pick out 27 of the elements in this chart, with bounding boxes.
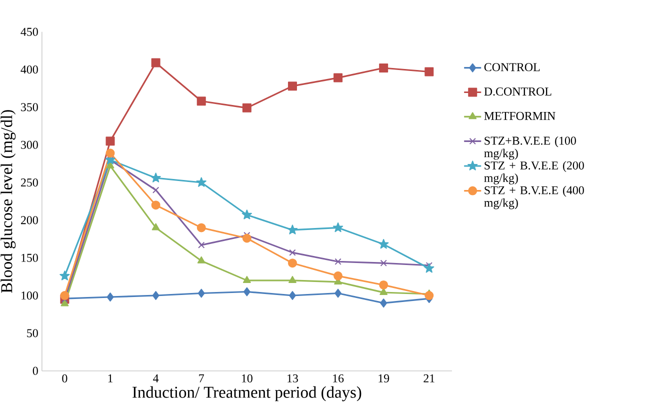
- y-tick-label: 0: [32, 366, 38, 375]
- x-tick-label: 7: [199, 374, 204, 382]
- x-axis-title: Induction/ Treatment period (days): [132, 386, 362, 402]
- legend-label: STZ+B.V.E.E (100 mg/kg): [484, 136, 576, 160]
- x-tick-label: 10: [242, 374, 252, 382]
- legend-label: METFORMIN: [484, 112, 556, 120]
- x-tick-label: 21: [424, 374, 434, 382]
- legend-label: CONTROL: [484, 63, 540, 72]
- y-tick-label: 350: [21, 103, 38, 112]
- y-tick-label: 450: [20, 28, 38, 36]
- x-tick-label: 1: [108, 374, 113, 382]
- x-tick-label: 16: [333, 374, 344, 382]
- x-tick-label: 19: [378, 374, 390, 382]
- y-tick-label: 200: [20, 216, 38, 224]
- y-tick-label: 50: [27, 329, 38, 338]
- y-axis-title: Blood glucose level (mg/dl): [0, 110, 16, 293]
- y-tick-label: 400: [20, 65, 38, 74]
- x-tick-label: 13: [288, 374, 298, 382]
- x-tick-label: 4: [153, 374, 159, 382]
- legend-label: D.CONTROL: [484, 88, 552, 96]
- y-tick-label: 150: [22, 254, 38, 262]
- y-tick-label: 300: [21, 140, 38, 149]
- y-tick-label: 100: [22, 291, 38, 300]
- legend-label: STZ + B.V.E.E (200 mg/kg): [484, 161, 584, 184]
- y-tick-label: 250: [20, 178, 38, 187]
- x-tick-label: 0: [62, 374, 68, 382]
- legend-label: STZ + B.V.E.E (400 mg/kg): [484, 186, 584, 210]
